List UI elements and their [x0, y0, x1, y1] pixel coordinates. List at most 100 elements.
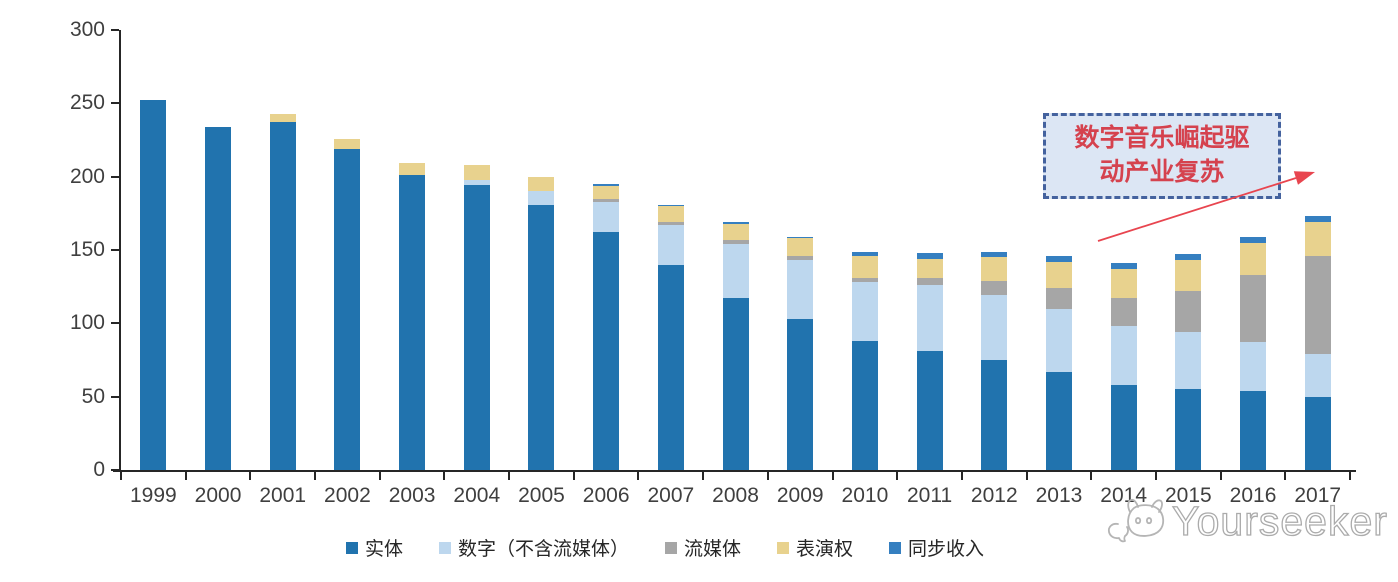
bar-segment	[722, 244, 749, 299]
y-axis-label: 100	[69, 311, 105, 335]
x-tick	[314, 472, 317, 480]
bar-group-2004: 2004	[444, 30, 509, 507]
bar-segment	[1110, 326, 1137, 385]
bar-group-2015: 2015	[1156, 30, 1221, 507]
x-axis-label: 2002	[324, 484, 371, 507]
bar-group-2003: 2003	[380, 30, 445, 507]
stacked-bar-2016	[1240, 236, 1267, 470]
bar-segment	[1045, 371, 1072, 470]
y-tick	[111, 395, 119, 398]
bar-segment	[1240, 274, 1267, 343]
bar-segment	[1240, 342, 1267, 391]
bar-segment	[1240, 242, 1267, 275]
bar-segment	[463, 185, 490, 470]
x-tick	[637, 472, 640, 480]
y-axis-label: 150	[69, 238, 105, 261]
bar-segment	[851, 255, 878, 278]
legend-label: 同步收入	[908, 539, 985, 560]
stacked-bar-2001	[269, 113, 296, 470]
bar-segment	[1175, 254, 1202, 261]
stacked-bar-2017	[1304, 216, 1331, 470]
stacked-bar-2009	[787, 236, 814, 470]
stacked-bar-1999	[140, 100, 167, 470]
x-axis-line	[113, 470, 1356, 472]
bar-segment	[1175, 291, 1202, 333]
bar-segment	[787, 238, 814, 256]
bar-group-2002: 2002	[315, 30, 380, 507]
legend-item: 表演权	[777, 534, 853, 561]
bar-group-2010: 2010	[833, 30, 898, 507]
x-axis-label: 1999	[129, 484, 177, 507]
x-axis-label: 2001	[259, 484, 307, 507]
x-tick	[960, 472, 963, 480]
y-axis-label: 250	[69, 91, 105, 115]
stacked-bar-2012	[981, 251, 1008, 470]
bar-group-2009: 2009	[768, 30, 833, 507]
bar-segment	[205, 126, 232, 470]
bar-segment	[1110, 384, 1137, 470]
y-axis-label: 50	[81, 384, 105, 408]
legend-label: 表演权	[796, 539, 854, 560]
x-tick	[572, 472, 575, 480]
y-tick	[111, 175, 119, 178]
y-tick	[111, 469, 119, 471]
legend-item: 实体	[345, 534, 403, 561]
legend-label: 实体	[364, 539, 403, 560]
legend-swatch-icon	[889, 541, 902, 554]
bar-segment	[916, 351, 943, 470]
bar-segment	[722, 223, 749, 240]
bar-segment	[399, 175, 426, 470]
bar-segment	[787, 260, 814, 319]
x-axis-label: 2004	[453, 484, 501, 507]
bar-group-2016: 2016	[1221, 30, 1286, 507]
stacked-bar-2010	[851, 251, 878, 470]
bar-group-2001: 2001	[250, 30, 315, 507]
bar-segment	[851, 340, 878, 470]
bar-segment	[981, 295, 1008, 360]
x-axis-label: 2012	[970, 484, 1018, 507]
x-tick	[1090, 472, 1093, 480]
legend-item: 数字（不含流媒体）	[438, 534, 629, 561]
x-tick	[508, 472, 511, 480]
x-axis-label: 2000	[194, 484, 242, 507]
stacked-bar-2004	[463, 164, 490, 470]
stacked-bar-2011	[916, 252, 943, 470]
x-axis-label: 2016	[1229, 484, 1277, 507]
stacked-bar-2002	[334, 138, 361, 470]
legend-item: 同步收入	[889, 534, 984, 561]
bar-group-2008: 2008	[703, 30, 768, 507]
bar-group-2006: 2006	[574, 30, 639, 507]
bar-segment	[981, 251, 1008, 258]
bar-segment	[1045, 288, 1072, 309]
x-tick	[378, 472, 381, 480]
x-tick	[1154, 472, 1157, 480]
bar-segment	[657, 206, 684, 223]
stacked-bar-2003	[399, 163, 426, 470]
legend-label: 数字（不含流媒体）	[457, 539, 629, 560]
bar-group-2012: 2012	[962, 30, 1027, 507]
x-axis-label: 2015	[1164, 484, 1212, 507]
bar-segment	[1304, 255, 1331, 355]
x-tick	[249, 472, 252, 480]
x-axis-label: 2010	[841, 484, 889, 507]
x-tick	[766, 472, 769, 480]
bar-segment	[787, 236, 814, 239]
x-tick	[1219, 472, 1222, 480]
legend-item: 流媒体	[664, 534, 741, 561]
stacked-bar-2007	[657, 204, 684, 470]
bar-segment	[657, 264, 684, 470]
bar-group-2000: 2000	[186, 30, 251, 507]
bar-segment	[851, 282, 878, 341]
bar-segment	[916, 258, 943, 278]
bar-segment	[851, 277, 878, 283]
bar-segment	[916, 277, 943, 286]
bar-group-2013: 2013	[1027, 30, 1092, 507]
bar-segment	[1110, 263, 1137, 270]
y-tick	[111, 29, 119, 32]
annotation-line-1: 数字音乐崛起驱	[1074, 125, 1250, 152]
bar-segment	[593, 184, 620, 186]
bar-segment	[1175, 332, 1202, 390]
bar-segment	[528, 191, 555, 205]
bar-segment	[334, 138, 361, 149]
bar-segment	[593, 185, 620, 199]
